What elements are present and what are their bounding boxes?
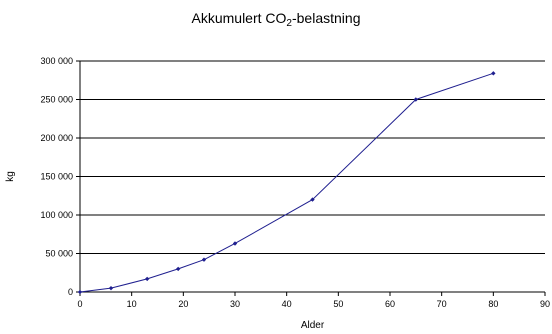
series-line (79, 72, 494, 293)
data-point (491, 71, 496, 76)
chart-title: Akkumulert CO2-belastning (191, 10, 361, 29)
x-tick-label: 0 (77, 299, 82, 309)
y-axis-title: kg (5, 171, 16, 182)
data-point (144, 276, 150, 282)
x-tick-label: 10 (127, 299, 137, 309)
data-point (232, 241, 238, 246)
x-axis-title: Alder (301, 320, 325, 331)
y-tick-label: 300 000 (40, 56, 73, 66)
x-tick-label: 30 (230, 299, 240, 309)
data-point (175, 266, 181, 272)
data-point (108, 285, 114, 291)
y-tick-label: 100 000 (40, 210, 73, 220)
x-tick-label: 80 (488, 299, 498, 309)
y-tick-label: 150 000 (40, 172, 73, 182)
y-tick-label: 200 000 (40, 133, 73, 143)
x-tick-label: 50 (333, 299, 343, 309)
data-point (310, 197, 315, 202)
x-tick-label: 70 (437, 299, 447, 309)
data-point (413, 97, 419, 102)
data-point (201, 257, 207, 262)
x-tick-label: 20 (178, 299, 188, 309)
x-tick-label: 60 (385, 299, 395, 309)
x-tick-label: 40 (282, 299, 292, 309)
y-tick-label: 0 (68, 287, 73, 297)
x-tick-label: 90 (540, 299, 550, 309)
y-tick-label: 250 000 (40, 95, 73, 105)
y-tick-label: 50 000 (45, 249, 73, 259)
data-point (77, 289, 83, 295)
